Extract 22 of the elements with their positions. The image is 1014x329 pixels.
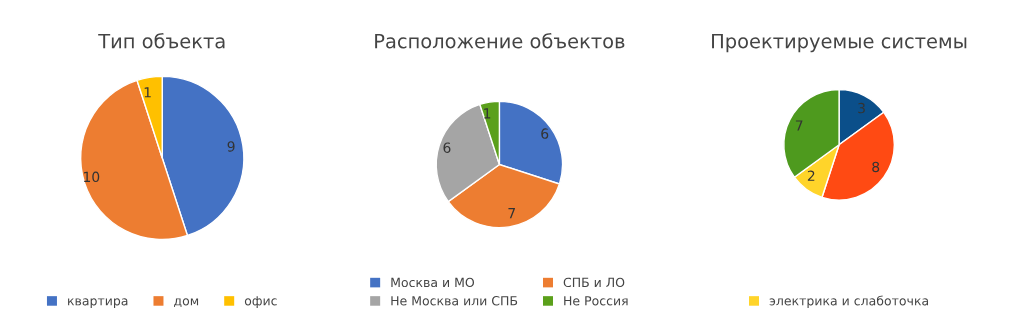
data-label: 6 <box>443 142 451 153</box>
data-label: 10 <box>84 171 100 183</box>
legend-label: электрика и слаботочка <box>769 295 928 308</box>
data-label: 9 <box>227 141 235 152</box>
legend-label: СПБ и ЛО <box>563 277 625 288</box>
data-label: 1 <box>484 108 491 119</box>
chart-title: Проектируемые системы <box>712 33 967 53</box>
data-label: 7 <box>795 120 803 131</box>
legend-label: дом <box>174 298 199 308</box>
data-label: 7 <box>508 208 515 219</box>
data-label: 3 <box>858 102 865 114</box>
legend-label: квартира <box>68 298 128 308</box>
chart-title: Тип объекта <box>98 33 225 49</box>
legend-label: Не Москва или СПБ <box>391 296 518 306</box>
data-label: 2 <box>807 170 815 181</box>
data-label: 6 <box>541 128 549 139</box>
legend-label: Не Россия <box>564 296 628 306</box>
legend-label: Москва и МО <box>391 277 475 288</box>
data-label: 1 <box>144 87 151 98</box>
chart-title: Расположение объектов <box>375 33 625 49</box>
data-label: 8 <box>872 161 880 173</box>
legend-label: офис <box>244 296 277 308</box>
